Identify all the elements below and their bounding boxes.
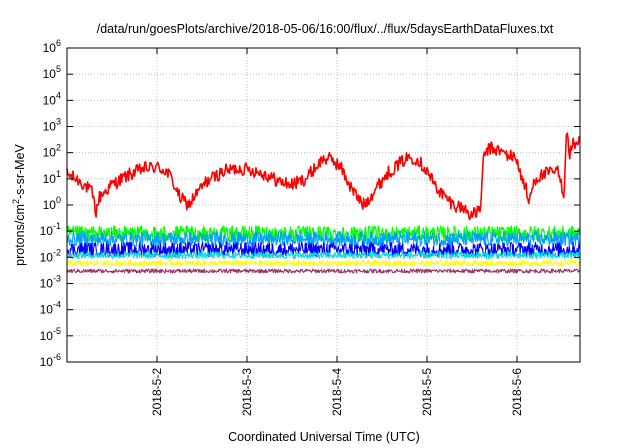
y-axis-label-prefix: protons/cm xyxy=(13,204,27,266)
y-tick-label: 10-4 xyxy=(40,300,61,317)
y-tick-label: 101 xyxy=(43,169,61,186)
y-axis-label: protons/cm2-s-sr-MeV xyxy=(11,143,27,265)
x-tick-label: 2018-5-5 xyxy=(420,368,434,416)
y-tick-label: 103 xyxy=(43,117,61,134)
y-tick-label: 10-2 xyxy=(40,247,61,264)
x-tick-label: 2018-5-3 xyxy=(240,368,254,416)
chart-title: /data/run/goesPlots/archive/2018-05-06/1… xyxy=(97,22,554,36)
y-tick-label: 10-3 xyxy=(40,274,61,291)
series-line xyxy=(66,251,581,260)
x-tick-label: 2018-5-6 xyxy=(510,368,524,416)
y-axis-label-suffix: -s-sr-MeV xyxy=(13,143,27,199)
x-tick-label: 2018-5-2 xyxy=(150,368,164,416)
x-ticks: 2018-5-2 2018-5-3 2018-5-4 2018-5-5 2018-5-6 xyxy=(150,48,524,416)
series-line xyxy=(66,132,581,221)
series-group xyxy=(66,132,581,274)
x-axis-label: Coordinated Universal Time (UTC) xyxy=(228,430,420,444)
series-line xyxy=(66,268,581,274)
y-tick-label: 105 xyxy=(43,64,61,81)
grid-lines xyxy=(67,48,580,362)
x-tick-label: 2018-5-4 xyxy=(330,368,344,416)
y-tick-label: 102 xyxy=(43,143,61,160)
y-tick-label: 104 xyxy=(43,90,61,107)
y-tick-label: 10-1 xyxy=(40,221,61,238)
y-axis-label-superscript: 2 xyxy=(11,199,21,204)
y-ticks: 106 105 104 103 102 101 100 10-1 10-2 10-3 10-4 10-… xyxy=(40,38,580,369)
y-tick-label: 106 xyxy=(43,38,61,55)
y-tick-label: 10-6 xyxy=(40,352,61,369)
plot-frame xyxy=(66,47,581,363)
y-tick-label: 100 xyxy=(43,195,61,212)
series-line xyxy=(66,231,581,247)
series-line xyxy=(66,259,581,267)
y-tick-label: 10-5 xyxy=(40,326,61,343)
